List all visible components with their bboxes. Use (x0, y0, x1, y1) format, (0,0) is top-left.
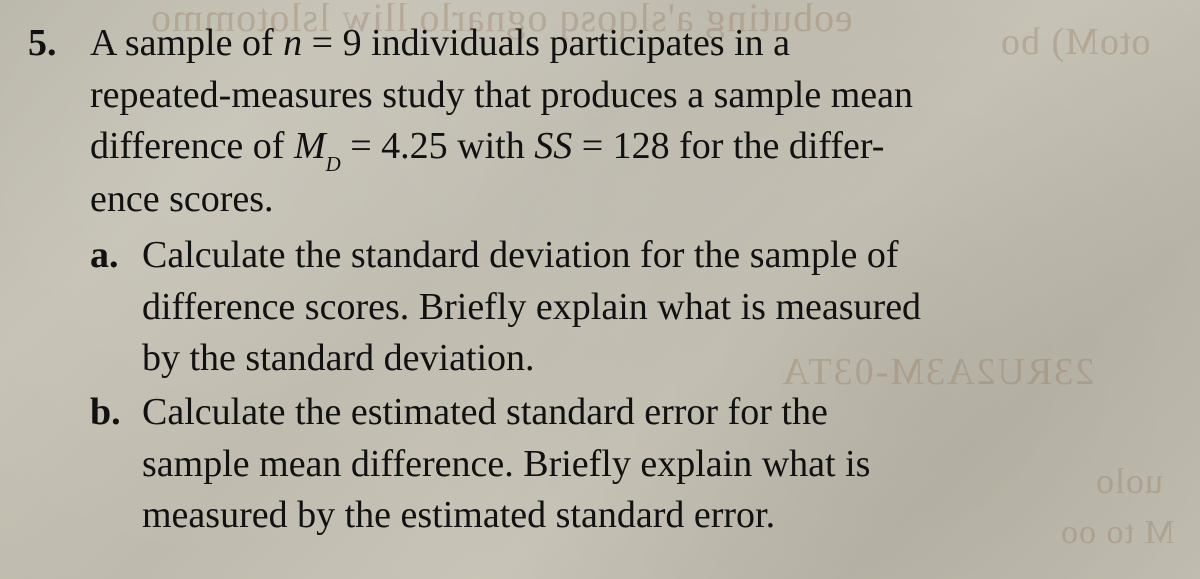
problem-number: 5. (28, 18, 90, 70)
part-a-text: Calculate the standard deviation for the… (142, 230, 1182, 385)
part-b-line: sample mean difference. Briefly explain … (142, 443, 870, 485)
sub-D: D (326, 152, 341, 176)
stem-text: repeated-measures study that produces a … (90, 74, 913, 116)
part-label-a: a. (90, 230, 142, 282)
stem-text: A sample of (90, 22, 283, 64)
stem-text: = 9 individuals participates in a (302, 22, 790, 64)
stem-text: = 4.25 with (341, 125, 535, 167)
page: 5.A sample of n = 9 individuals particip… (0, 0, 1200, 579)
problem-5: 5.A sample of n = 9 individuals particip… (28, 18, 1190, 542)
part-a: a.Calculate the standard deviation for t… (90, 230, 1190, 385)
part-b-line: Calculate the estimated standard error f… (142, 391, 828, 433)
part-a-line: Calculate the standard deviation for the… (142, 234, 899, 276)
part-a-line: by the standard deviation. (142, 337, 535, 379)
var-M: M (294, 125, 326, 167)
stem-text: difference of (90, 125, 294, 167)
stem-text: = 128 for the differ- (572, 125, 884, 167)
stem-text: ence scores. (90, 178, 274, 220)
part-b: b.Calculate the estimated standard error… (90, 387, 1190, 542)
part-a-line: difference scores. Briefly explain what … (142, 286, 921, 328)
var-n: n (283, 22, 302, 64)
problem-stem: A sample of n = 9 individuals participat… (90, 18, 1180, 226)
parts-list: a.Calculate the standard deviation for t… (90, 230, 1190, 542)
part-b-text: Calculate the estimated standard error f… (142, 387, 1182, 542)
part-label-b: b. (90, 387, 142, 439)
part-b-line: measured by the estimated standard error… (142, 494, 775, 536)
var-SS: SS (534, 125, 572, 167)
